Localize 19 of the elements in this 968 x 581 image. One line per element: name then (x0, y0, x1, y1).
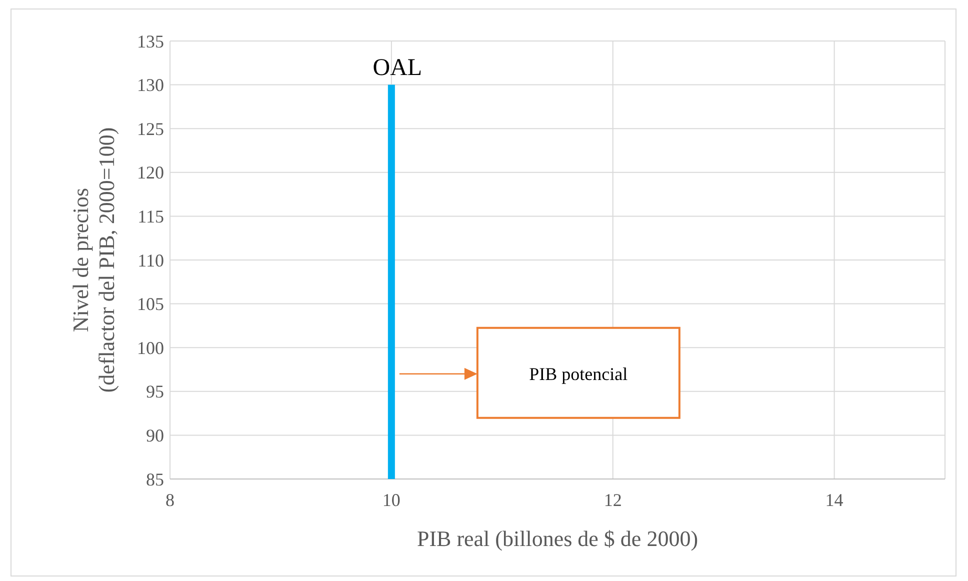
y-tick-label: 100 (137, 338, 164, 358)
x-tick-label: 8 (166, 490, 174, 510)
y-tick-label: 85 (146, 469, 164, 490)
x-tick-label: 14 (825, 490, 844, 510)
y-tick-label: 90 (146, 426, 164, 446)
series-label: OAL (372, 54, 422, 81)
y-tick-label: 110 (138, 250, 164, 270)
y-tick-label: 115 (138, 206, 164, 226)
y-axis-title: Nivel de precios (deflactor del PIB, 2000=100) (68, 127, 119, 393)
y-tick-label: 130 (137, 75, 164, 96)
x-tick-label: 12 (604, 490, 622, 510)
x-tick-label: 10 (382, 490, 400, 510)
y-tick-label: 95 (146, 382, 164, 402)
annotation: PIB potencial (529, 364, 628, 384)
y-tick-label: 125 (137, 118, 164, 139)
y-tick-label: 105 (137, 294, 164, 314)
x-axis-title: PIB real (billones de $ de 2000) (416, 526, 698, 551)
y-tick-label: 120 (137, 162, 164, 183)
y-tick-label: 135 (137, 31, 164, 52)
